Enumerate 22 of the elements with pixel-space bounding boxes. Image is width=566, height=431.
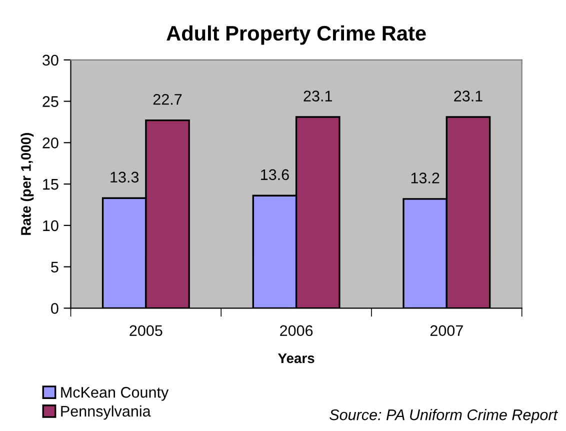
y-tick-label: 30 — [42, 54, 58, 66]
legend-label: McKean County — [61, 386, 169, 401]
y-tick-label: 15 — [43, 179, 58, 190]
y-tick-label: 20 — [42, 138, 58, 148]
data-label: 22.7 — [153, 94, 182, 105]
x-tick-label: 2007 — [430, 325, 463, 336]
x-tick-label: 2005 — [130, 325, 162, 336]
chart-title: Adult Property Crime Rate — [166, 25, 426, 45]
y-tick-label: 5 — [51, 262, 58, 272]
x-axis-title: Years — [278, 353, 314, 364]
data-label: 13.6 — [261, 169, 289, 180]
legend-label: Pennsylvania — [61, 405, 151, 420]
data-label: 23.1 — [304, 90, 332, 102]
y-axis-title: Rate (per 1,000) — [20, 133, 34, 235]
y-tick-label: 0 — [51, 303, 58, 314]
data-label: 13.3 — [110, 172, 139, 183]
source-note: Source: PA Uniform Crime Report — [330, 409, 558, 424]
data-label: 23.1 — [454, 90, 482, 102]
data-label: 13.2 — [411, 172, 440, 184]
y-tick-label: 25 — [42, 96, 58, 107]
x-tick-label: 2006 — [280, 325, 313, 336]
y-tick-label: 10 — [43, 220, 58, 232]
